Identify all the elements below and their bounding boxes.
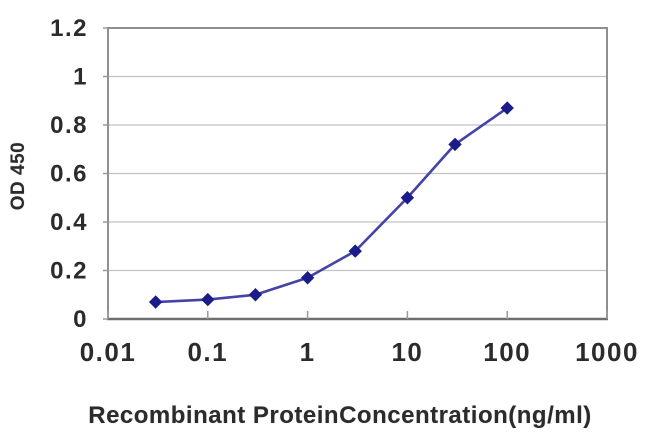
data-point-marker (348, 244, 362, 258)
y-tick-label: 1 (73, 64, 88, 91)
x-tick-label: 10 (391, 337, 423, 367)
data-point-marker (248, 288, 263, 302)
x-tick-label: 1000 (575, 337, 639, 367)
x-tick-label: 0.01 (80, 337, 137, 367)
data-point-marker (448, 137, 462, 152)
y-tick-label: 0.8 (50, 112, 88, 139)
series-line (155, 106, 508, 304)
x-tick-label: 100 (483, 337, 531, 367)
data-point-marker (201, 292, 215, 307)
x-tick-label: 1 (300, 337, 316, 367)
data-point-marker (300, 271, 315, 285)
y-tick-label: 0.2 (50, 258, 88, 285)
x-tick-label: 0.1 (187, 337, 228, 367)
x-axis-title: Recombinant ProteinConcentration(ng/ml) (88, 402, 592, 429)
data-point-marker (500, 101, 514, 115)
y-axis-title: OD 450 (8, 141, 29, 211)
data-point-marker (148, 295, 163, 309)
data-point-marker (400, 191, 415, 205)
y-tick-label: 1.2 (50, 15, 88, 42)
y-tick-label: 0.6 (50, 161, 88, 188)
y-tick-label: 0.4 (50, 209, 88, 236)
y-tick-label: 0 (73, 306, 88, 333)
